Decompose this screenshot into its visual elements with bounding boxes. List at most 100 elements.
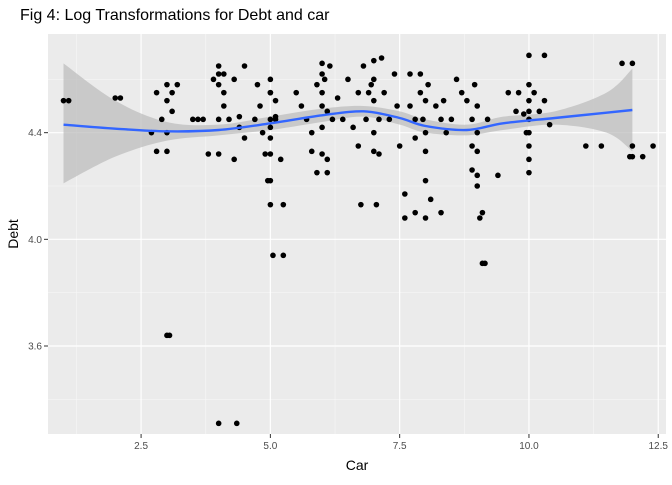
data-point-22 (215, 71, 222, 77)
data-point-58 (280, 201, 287, 208)
data-point-14 (169, 89, 175, 96)
data-point-130 (464, 97, 470, 104)
data-point-136 (474, 129, 481, 136)
data-point-131 (469, 116, 475, 123)
data-point-113 (417, 89, 424, 96)
data-point-74 (321, 76, 328, 83)
data-point-94 (371, 148, 377, 155)
data-point-36 (241, 135, 248, 141)
x-tick-label-0: 2.5 (134, 441, 148, 452)
data-point-111 (412, 209, 418, 216)
data-point-48 (267, 124, 274, 131)
data-point-154 (526, 108, 532, 115)
data-point-138 (474, 172, 481, 179)
data-point-56 (272, 116, 279, 123)
data-point-112 (417, 71, 424, 77)
data-point-57 (277, 156, 284, 163)
data-point-103 (394, 103, 400, 109)
data-point-97 (376, 116, 382, 123)
data-point-173 (650, 143, 656, 149)
data-point-139 (474, 183, 481, 189)
data-point-78 (327, 63, 333, 69)
data-point-153 (526, 97, 532, 104)
data-point-171 (626, 153, 633, 160)
data-point-166 (598, 143, 605, 149)
y-tick-label-2: 4.4 (28, 128, 42, 139)
data-point-5 (153, 89, 160, 96)
data-point-15 (169, 108, 175, 115)
data-point-121 (427, 196, 434, 203)
data-point-140 (477, 215, 483, 221)
data-point-24 (215, 116, 222, 123)
plot-panel (48, 34, 666, 434)
data-point-96 (373, 201, 380, 208)
data-point-98 (376, 151, 382, 157)
data-point-88 (363, 116, 369, 123)
data-point-148 (515, 89, 522, 96)
data-point-137 (474, 148, 481, 155)
data-point-53 (267, 89, 274, 96)
data-point-43 (262, 151, 269, 157)
data-point-108 (407, 103, 413, 109)
data-point-61 (293, 89, 300, 96)
x-tick-label-3: 10.0 (519, 441, 539, 452)
data-point-26 (205, 151, 212, 157)
data-point-39 (252, 116, 258, 123)
data-point-42 (259, 129, 266, 136)
data-point-143 (482, 260, 488, 267)
data-point-160 (531, 89, 537, 96)
data-point-79 (329, 116, 336, 123)
data-point-67 (314, 169, 320, 176)
x-tick-label-2: 7.5 (393, 441, 407, 452)
data-point-141 (479, 209, 486, 216)
data-point-169 (629, 143, 636, 149)
data-point-151 (526, 52, 532, 59)
data-point-99 (378, 55, 385, 61)
data-point-124 (438, 209, 444, 216)
data-point-2 (112, 95, 119, 101)
data-point-106 (402, 215, 408, 221)
data-point-54 (272, 97, 279, 104)
y-tick-label-1: 4.0 (28, 235, 42, 246)
data-point-86 (358, 201, 364, 208)
x-axis: 2.5 5.0 7.5 10.0 12.5 (134, 434, 668, 452)
data-point-117 (422, 148, 429, 155)
data-point-146 (505, 89, 512, 96)
data-point-71 (319, 124, 325, 131)
data-point-165 (583, 143, 589, 149)
data-point-11 (164, 148, 170, 155)
data-point-29 (221, 103, 227, 109)
x-tick-label-4: 12.5 (649, 441, 669, 452)
data-point-161 (536, 108, 543, 115)
data-point-159 (526, 169, 532, 176)
data-point-87 (360, 63, 367, 69)
x-tick-label-1: 5.0 (263, 441, 277, 452)
chart-title: Fig 4: Log Transformations for Debt and … (20, 7, 330, 24)
data-point-31 (231, 76, 237, 83)
data-point-147 (513, 108, 519, 115)
data-point-6 (153, 148, 160, 155)
data-point-30 (226, 116, 232, 123)
data-point-68 (319, 71, 325, 77)
smooth-curve (63, 108, 633, 133)
data-point-144 (484, 116, 491, 123)
data-point-116 (422, 129, 429, 136)
data-point-164 (546, 121, 553, 128)
data-point-70 (319, 103, 325, 109)
data-point-129 (458, 89, 465, 96)
data-point-64 (308, 129, 315, 136)
y-axis-label: Debt (5, 219, 21, 249)
data-point-127 (448, 116, 455, 123)
y-tick-label-0: 3.6 (28, 342, 42, 353)
data-point-115 (422, 97, 429, 104)
data-point-134 (471, 81, 478, 88)
data-point-128 (453, 76, 460, 83)
data-point-100 (381, 89, 387, 96)
data-point-59 (280, 252, 287, 259)
data-point-45 (267, 76, 274, 83)
data-point-93 (371, 129, 377, 136)
data-point-92 (371, 97, 377, 104)
data-point-62 (298, 103, 305, 109)
data-point-17 (190, 116, 196, 123)
